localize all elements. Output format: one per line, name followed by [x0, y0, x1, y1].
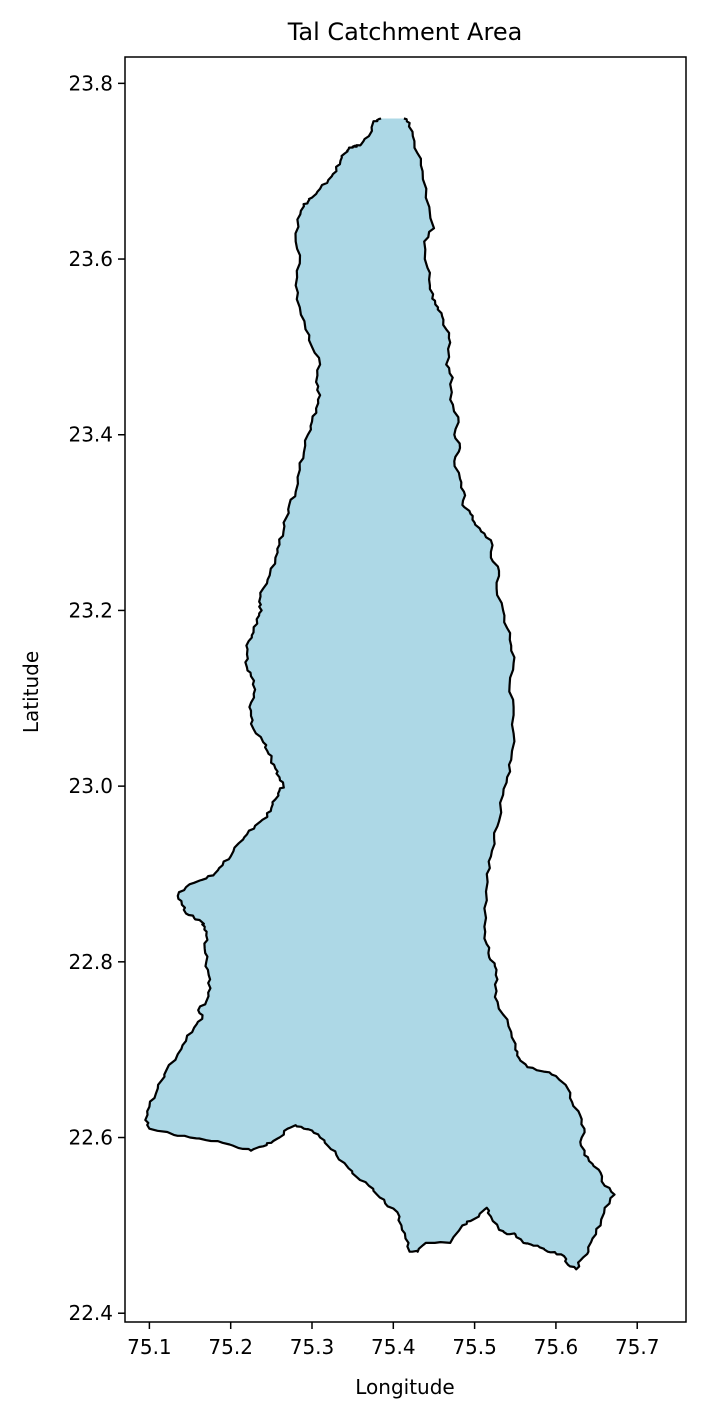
- y-tick-label: 23.2: [68, 598, 113, 622]
- y-tick-label: 23.4: [68, 423, 113, 447]
- catchment-polygon: [144, 117, 616, 1271]
- x-tick-label: 75.2: [208, 1335, 253, 1359]
- y-tick-label: 22.4: [68, 1301, 113, 1325]
- y-tick-label: 23.8: [68, 71, 113, 95]
- y-tick-label: 23.0: [68, 774, 113, 798]
- x-axis-label: Longitude: [355, 1375, 454, 1399]
- x-tick-label: 75.4: [371, 1335, 416, 1359]
- y-axis: 22.4 22.6 22.8 23.0 23.2 23.4 23.6 23.8: [68, 71, 125, 1325]
- x-tick-label: 75.3: [290, 1335, 335, 1359]
- plot-area: [144, 117, 616, 1271]
- y-axis-label: Latitude: [19, 651, 43, 733]
- y-tick-label: 22.6: [68, 1126, 113, 1150]
- x-tick-label: 75.7: [615, 1335, 660, 1359]
- axes-frame: [124, 56, 687, 1323]
- y-tick-label: 23.6: [68, 247, 113, 271]
- x-tick-label: 75.1: [127, 1335, 172, 1359]
- y-tick-label: 22.8: [68, 950, 113, 974]
- x-tick-label: 75.6: [534, 1335, 579, 1359]
- chart-title: Tal Catchment Area: [287, 18, 523, 46]
- x-tick-label: 75.5: [452, 1335, 497, 1359]
- x-axis: 75.1 75.2 75.3 75.4 75.5 75.6 75.7: [127, 1322, 659, 1359]
